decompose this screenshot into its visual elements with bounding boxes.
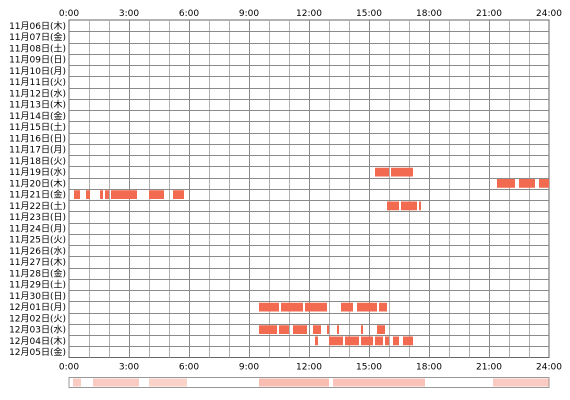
row-date-label: 11月23日(日) (9, 212, 66, 223)
row-date-label: 11月25日(火) (9, 235, 66, 246)
activity-bar (315, 336, 318, 346)
summary-band (259, 378, 329, 387)
activity-bar (105, 190, 109, 199)
summary-band (73, 378, 81, 387)
summary-band (493, 378, 549, 387)
row-date-label: 11月10日(月) (9, 66, 66, 77)
row-date-label: 11月24日(月) (9, 223, 66, 234)
x-tick-label-bottom: 12:00 (296, 363, 322, 373)
summary-band (93, 378, 139, 387)
row-date-label: 11月09日(日) (9, 55, 66, 66)
row-date-label: 11月07日(金) (9, 31, 66, 43)
row-date-label: 11月19日(水) (9, 166, 66, 178)
activity-bar (403, 336, 413, 346)
x-tick-label-top: 0:00 (59, 9, 79, 19)
activity-bar (327, 325, 329, 334)
x-tick-label-bottom: 3:00 (119, 363, 139, 373)
row-date-label: 12月05日(金) (9, 346, 66, 358)
row-date-label: 12月02日(火) (9, 313, 66, 324)
activity-bar (337, 325, 339, 334)
x-tick-label-top: 24:00 (536, 9, 562, 19)
activity-bar (375, 336, 383, 346)
activity-bar (393, 336, 399, 346)
summary-strip (68, 377, 550, 388)
x-tick-label-bottom: 18:00 (416, 363, 442, 373)
row-date-label: 11月15日(土) (9, 121, 66, 133)
x-tick-label-bottom: 9:00 (239, 363, 259, 373)
row-date-label: 11月21日(金) (9, 189, 66, 201)
x-tick-label-top: 6:00 (179, 9, 199, 19)
chart-grid (68, 19, 550, 358)
activity-bar (111, 190, 137, 199)
x-tick-label-bottom: 0:00 (59, 363, 79, 373)
activity-bar (361, 336, 373, 346)
activity-bar (281, 302, 303, 312)
x-tick-label-top: 3:00 (119, 9, 139, 19)
row-date-label: 11月27日(木) (9, 256, 66, 268)
activity-bar (345, 336, 359, 346)
summary-band (333, 378, 425, 387)
x-tick-label-top: 9:00 (239, 9, 259, 19)
activity-bar (387, 201, 399, 211)
activity-bar (279, 325, 289, 334)
activity-bar (149, 190, 164, 199)
x-tick-label-bottom: 21:00 (476, 363, 502, 373)
row-date-label: 11月30日(日) (9, 291, 66, 302)
row-date-label: 11月18日(火) (9, 156, 66, 167)
row-date-label: 11月12日(水) (9, 87, 66, 99)
x-tick-label-top: 21:00 (476, 9, 502, 19)
activity-bar (100, 190, 103, 199)
x-tick-label-bottom: 6:00 (179, 363, 199, 373)
row-date-label: 11月29日(土) (9, 279, 66, 291)
row-date-label: 11月13日(木) (9, 99, 66, 111)
activity-bar (391, 167, 413, 177)
chart-bars (74, 167, 549, 346)
row-date-label: 12月03日(水) (9, 324, 66, 336)
row-date-label: 11月17日(月) (9, 145, 66, 156)
activity-bar (86, 190, 90, 199)
activity-bar (293, 325, 307, 334)
summary-frame (68, 377, 550, 388)
summary-band (149, 378, 187, 387)
activity-bar (519, 179, 535, 188)
activity-bar (361, 325, 363, 334)
activity-bar (313, 325, 321, 334)
activity-bar (74, 190, 80, 199)
row-date-label: 11月22日(土) (9, 200, 66, 212)
activity-bar (379, 302, 387, 312)
row-date-label: 11月28日(金) (9, 267, 66, 279)
activity-bar (357, 302, 377, 312)
x-tick-label-top: 18:00 (416, 9, 442, 19)
row-date-label: 11月26日(水) (9, 245, 66, 257)
row-date-label: 11月08日(土) (9, 42, 66, 54)
activity-bar (375, 167, 389, 177)
chart-labels: 0:00 3:00 6:00 9:00 12:00 15:00 18:00 21:00 24:0… (9, 9, 562, 373)
activity-bar (259, 302, 279, 312)
activity-bar (539, 179, 549, 188)
activity-bar (419, 201, 421, 211)
x-tick-label-top: 12:00 (296, 9, 322, 19)
row-date-label: 11月20日(木) (9, 177, 66, 189)
row-date-label: 11月14日(金) (9, 110, 66, 122)
activity-bar (385, 336, 389, 346)
x-tick-label-top: 15:00 (356, 9, 382, 19)
activity-bar (329, 336, 343, 346)
row-date-label: 12月01日(月) (9, 302, 66, 313)
activity-bar (259, 325, 277, 334)
row-date-label: 11月06日(木) (9, 20, 66, 32)
activity-bar (377, 325, 385, 334)
row-date-label: 11月16日(日) (9, 133, 66, 144)
row-date-label: 11月11日(火) (9, 77, 66, 88)
activity-bar (305, 302, 327, 312)
activity-bar (401, 201, 417, 211)
row-date-label: 12月04日(木) (9, 335, 66, 347)
activity-bar (173, 190, 184, 199)
activity-bar (497, 179, 515, 188)
x-tick-label-bottom: 15:00 (356, 363, 382, 373)
activity-bar (341, 302, 353, 312)
x-tick-label-bottom: 24:00 (536, 363, 562, 373)
